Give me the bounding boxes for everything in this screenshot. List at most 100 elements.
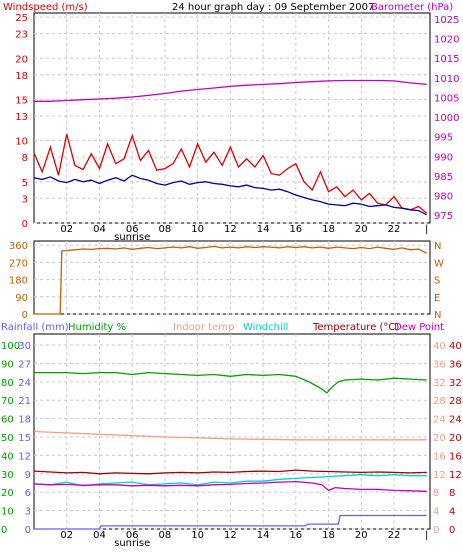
humidity-legend: Humidity % [68,322,126,333]
humidity-axis-tick-70: 70 [1,396,14,407]
barometer-legend: Barometer (hPa) [371,2,453,13]
p1-x-tick-22: 22 [388,224,401,235]
humidity-axis-tick-30: 30 [1,470,14,481]
p3-x-tick-08: 08 [159,530,172,541]
temperature-line [33,469,427,475]
indoor-temp-axis-tick-28: 28 [433,396,446,407]
temperature-axis-tick-20: 20 [449,433,462,444]
windspeed-axis-tick-13: 13 [15,112,28,123]
windspeed-legend: Windspeed (m/s) [3,2,88,13]
p1-x-tick-18: 18 [322,224,335,235]
dew-point-legend: Dew Point [394,322,444,333]
indoor-temp-axis-tick-24: 24 [433,415,446,426]
humidity-axis-tick-100: 100 [1,341,20,352]
barometer-axis-tick-1000: 1000 [434,113,459,124]
temperature-axis-tick-28: 28 [449,396,462,407]
indoor-temp-axis-tick-36: 36 [433,359,446,370]
rainfall-axis-tick-0: 0 [25,525,31,536]
barometer-axis-tick-975: 975 [434,211,453,222]
rainfall-axis-tick-6: 6 [25,488,31,499]
temperature-axis-tick-0: 0 [449,525,455,536]
indoor-temp-legend: Indoor temp [173,322,234,333]
compass-label-4: N [434,310,441,321]
rainfall-axis-tick-24: 24 [18,378,31,389]
p3-x-tick-22: 22 [388,530,401,541]
windspeed-line [33,174,427,216]
rainfall-axis-tick-12: 12 [18,451,31,462]
humidity-axis-tick-80: 80 [1,378,14,389]
wind-direction-grid [34,241,430,315]
barometer-axis-tick-985: 985 [434,172,453,183]
wind-barometer-axes: 0358101315182023259759809859909951000100… [15,13,459,235]
indoor-temp-axis-tick-0: 0 [433,525,439,536]
windspeed-axis-tick-15: 15 [15,95,28,106]
rainfall-axis-tick-15: 15 [18,433,31,444]
p3-x-tick-06: 06 [126,530,139,541]
p3-x-tick-02: 02 [60,530,73,541]
temperature-axis-tick-40: 40 [449,341,462,352]
p3-x-tick-18: 18 [322,530,335,541]
p1-x-tick-20: 20 [355,224,368,235]
dew-point-line [33,480,427,492]
windchill-line [33,474,427,487]
direction-axis-tick-180: 180 [9,276,28,287]
compass-label-1: W [434,258,444,269]
rainfall-axis-tick-30: 30 [18,341,31,352]
humidity-line [34,371,427,394]
indoor-temp-axis-tick-4: 4 [433,507,439,518]
barometer-axis-tick-1005: 1005 [434,93,459,104]
temperature-legend: Temperature (°C) [312,322,399,333]
p3-x-tick-16: 16 [289,530,302,541]
temperature-axis-tick-12: 12 [449,470,462,481]
indoor-temp-axis-tick-8: 8 [433,488,439,499]
chart-title: 24 hour graph day : 09 September 2007 [172,2,374,13]
temperature-axis-tick-24: 24 [449,415,462,426]
p3-x-tick-04: 04 [93,530,106,541]
compass-label-0: N [434,241,441,252]
sunrise-label-bottom: sunrise [114,538,150,549]
barometer-axis-tick-980: 980 [434,192,453,203]
wind-direction-series [34,245,427,315]
indoor-temp-axis-tick-16: 16 [433,451,446,462]
windspeed-axis-tick-23: 23 [15,30,28,41]
rainfall-line [34,514,427,530]
humidity-axis-tick-50: 50 [1,433,14,444]
windspeed-axis-tick-20: 20 [15,54,28,65]
humidity-axis-tick-20: 20 [1,488,14,499]
windchill-legend: Windchill [243,322,288,333]
indoor-temp-axis-tick-32: 32 [433,378,446,389]
p1-x-tick-06: 06 [126,224,139,235]
indoor-temp-axis-tick-20: 20 [433,433,446,444]
compass-label-3: E [434,293,440,304]
p3-x-tick-end: | [425,530,428,541]
humidity-axis-tick-10: 10 [1,507,14,518]
windspeed-axis-tick-8: 8 [22,153,28,164]
rainfall-axis-tick-21: 21 [18,396,31,407]
indoor-temp-axis-tick-12: 12 [433,470,446,481]
direction-axis-tick-270: 270 [9,258,28,269]
barometer-axis-tick-1010: 1010 [434,74,459,85]
temperature-axis-tick-4: 4 [449,507,455,518]
p3-x-tick-20: 20 [355,530,368,541]
p1-x-tick-04: 04 [93,224,106,235]
rainfall-axis-tick-18: 18 [18,415,31,426]
p3-x-tick-14: 14 [257,530,270,541]
temperature-axis-tick-8: 8 [449,488,455,499]
barometer-axis-tick-1020: 1020 [434,35,459,46]
p1-x-tick-08: 08 [159,224,172,235]
p1-x-tick-16: 16 [289,224,302,235]
barometer-axis-tick-1025: 1025 [434,15,459,26]
windspeed-axis-tick-5: 5 [22,178,28,189]
barometer-line [34,79,427,102]
rainfall-axis-tick-9: 9 [25,470,31,481]
p1-x-tick-12: 12 [224,224,237,235]
wind-barometer-series [33,79,428,216]
p1-x-tick-10: 10 [191,224,204,235]
p3-x-tick-12: 12 [224,530,237,541]
p1-x-tick-14: 14 [257,224,270,235]
humidity-axis-tick-60: 60 [1,415,14,426]
wind-direction-line [34,245,427,315]
direction-axis-tick-90: 90 [15,293,28,304]
